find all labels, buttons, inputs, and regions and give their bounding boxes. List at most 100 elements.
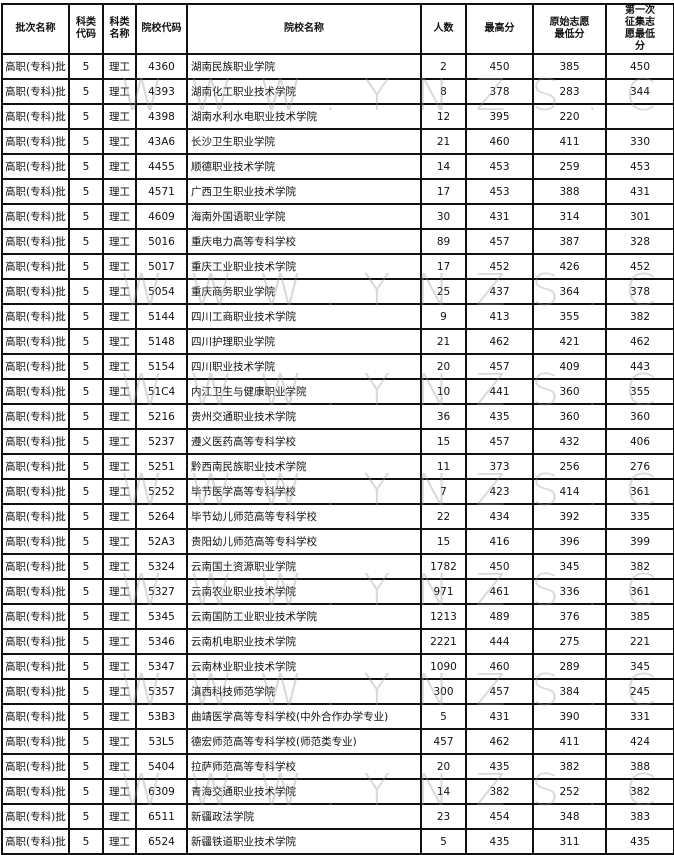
cell-subject-code: 5: [68, 178, 104, 205]
cell-school-code: 4571: [135, 178, 188, 205]
cell-subject-code: 5: [68, 353, 104, 380]
cell-first-call-min: 462: [605, 328, 674, 355]
cell-batch: 高职(专科)批: [1, 453, 70, 480]
cell-school-name: 贵阳幼儿师范高等专科学校: [186, 528, 422, 555]
cell-orig-min: 256: [532, 453, 607, 480]
cell-school-name: 德宏师范高等专科学校(师范类专业): [186, 728, 422, 755]
cell-batch: 高职(专科)批: [1, 428, 70, 455]
cell-orig-min: 364: [532, 278, 607, 305]
cell-max-score: 453: [465, 153, 534, 180]
cell-subject-code: 5: [68, 578, 104, 605]
cell-max-score: 457: [465, 428, 534, 455]
cell-max-score: 434: [465, 503, 534, 530]
cell-max-score: 378: [465, 78, 534, 105]
cell-count: 89: [420, 228, 467, 255]
cell-first-call-min: 335: [605, 503, 674, 530]
cell-school-code: 5148: [135, 328, 188, 355]
cell-orig-min: 376: [532, 603, 607, 630]
cell-subject-name: 理工: [102, 303, 137, 330]
cell-first-call-min: 355: [605, 378, 674, 405]
cell-orig-min: 252: [532, 778, 607, 805]
cell-orig-min: 390: [532, 703, 607, 730]
cell-first-call-min: [605, 103, 674, 130]
cell-batch: 高职(专科)批: [1, 553, 70, 580]
cell-batch: 高职(专科)批: [1, 253, 70, 280]
header-orig-min-text: 原始志愿最低分: [549, 17, 590, 40]
cell-school-code: 5345: [135, 603, 188, 630]
cell-school-name: 曲靖医学高等专科学校(中外合作办学专业): [186, 703, 422, 730]
table-row: 高职(专科)批 5 理工 5154 四川职业技术学院 20 457 409 443: [1, 353, 674, 380]
cell-max-score: 452: [465, 253, 534, 280]
cell-orig-min: 348: [532, 803, 607, 830]
cell-subject-name: 理工: [102, 778, 137, 805]
table-row: 高职(专科)批 5 理工 5327 云南农业职业技术学院 971 461 336 361: [1, 578, 674, 605]
cell-subject-name: 理工: [102, 178, 137, 205]
cell-max-score: 460: [465, 653, 534, 680]
cell-orig-min: 336: [532, 578, 607, 605]
cell-school-code: 4393: [135, 78, 188, 105]
cell-orig-min: 360: [532, 403, 607, 430]
cell-first-call-min: 388: [605, 753, 674, 780]
cell-count: 300: [420, 678, 467, 705]
cell-school-name: 四川护理职业学院: [186, 328, 422, 355]
cell-school-name: 湖南化工职业技术学院: [186, 78, 422, 105]
cell-school-code: 5252: [135, 478, 188, 505]
cell-count: 1213: [420, 603, 467, 630]
cell-subject-name: 理工: [102, 128, 137, 155]
cell-school-name: 湖南民族职业学院: [186, 53, 422, 80]
cell-max-score: 457: [465, 678, 534, 705]
cell-school-code: 5237: [135, 428, 188, 455]
cell-subject-code: 5: [68, 628, 104, 655]
cell-subject-name: 理工: [102, 553, 137, 580]
table-row: 高职(专科)批 5 理工 5237 遵义医药高等专科学校 15 457 432 406: [1, 428, 674, 455]
cell-max-score: 454: [465, 803, 534, 830]
table-row: 高职(专科)批 5 理工 4360 湖南民族职业学院 2 450 385 450: [1, 53, 674, 80]
cell-batch: 高职(专科)批: [1, 753, 70, 780]
table-row: 高职(专科)批 5 理工 5346 云南机电职业技术学院 2221 444 275 221: [1, 628, 674, 655]
cell-subject-code: 5: [68, 128, 104, 155]
cell-subject-code: 5: [68, 728, 104, 755]
cell-batch: 高职(专科)批: [1, 628, 70, 655]
cell-subject-name: 理工: [102, 403, 137, 430]
cell-subject-code: 5: [68, 403, 104, 430]
cell-school-code: 5017: [135, 253, 188, 280]
cell-subject-name: 理工: [102, 603, 137, 630]
admission-scores-table: 批次名称 科类代码 科类名称 院校代码 院校名称 人数 最高分 原始志愿最低分 …: [1, 3, 674, 855]
cell-school-code: 5357: [135, 678, 188, 705]
cell-subject-code: 5: [68, 303, 104, 330]
cell-subject-code: 5: [68, 228, 104, 255]
cell-school-name: 新疆铁道职业技术学院: [186, 828, 422, 855]
cell-count: 5: [420, 828, 467, 855]
cell-subject-name: 理工: [102, 828, 137, 855]
cell-batch: 高职(专科)批: [1, 603, 70, 630]
cell-max-score: 450: [465, 553, 534, 580]
cell-school-code: 5054: [135, 278, 188, 305]
cell-subject-code: 5: [68, 678, 104, 705]
cell-subject-name: 理工: [102, 528, 137, 555]
cell-first-call-min: 331: [605, 703, 674, 730]
table-row: 高职(专科)批 5 理工 4398 湖南水利水电职业技术学院 12 395 220: [1, 103, 674, 130]
cell-batch: 高职(专科)批: [1, 503, 70, 530]
header-first-call-min-text: 第一次征集志愿最低分: [625, 5, 655, 52]
cell-first-call-min: 399: [605, 528, 674, 555]
table-row: 高职(专科)批 5 理工 5054 重庆商务职业学院 25 437 364 378: [1, 278, 674, 305]
cell-max-score: 395: [465, 103, 534, 130]
cell-count: 2221: [420, 628, 467, 655]
cell-school-code: 5144: [135, 303, 188, 330]
cell-school-code: 5347: [135, 653, 188, 680]
cell-count: 8: [420, 78, 467, 105]
cell-count: 23: [420, 803, 467, 830]
cell-first-call-min: 406: [605, 428, 674, 455]
cell-subject-name: 理工: [102, 628, 137, 655]
cell-school-name: 云南农业职业技术学院: [186, 578, 422, 605]
cell-school-name: 四川工商职业技术学院: [186, 303, 422, 330]
cell-first-call-min: 382: [605, 303, 674, 330]
header-count: 人数: [420, 3, 467, 55]
cell-batch: 高职(专科)批: [1, 403, 70, 430]
header-batch: 批次名称: [1, 3, 70, 55]
cell-school-name: 贵州交通职业技术学院: [186, 403, 422, 430]
table-row: 高职(专科)批 5 理工 5216 贵州交通职业技术学院 36 435 360 360: [1, 403, 674, 430]
header-subject-code: 科类代码: [68, 3, 104, 55]
cell-count: 971: [420, 578, 467, 605]
cell-batch: 高职(专科)批: [1, 478, 70, 505]
